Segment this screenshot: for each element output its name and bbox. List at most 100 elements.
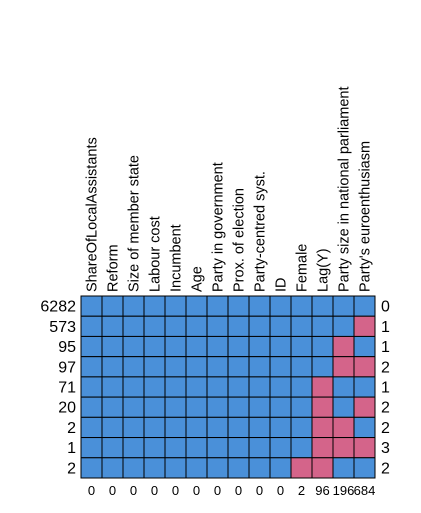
cell-observed [143, 315, 166, 337]
cell-observed [122, 396, 145, 418]
row-count-label: 573 [49, 319, 76, 336]
column-label-party-s-euroenthusiasm: Party's euroenthusiasm [358, 141, 374, 292]
row-count-label: 2 [67, 420, 76, 437]
cell-missing [311, 396, 334, 418]
cell-observed [80, 335, 103, 358]
cell-observed [248, 295, 271, 317]
cell-observed [227, 416, 250, 439]
column-missing-count-label: 196 [333, 483, 355, 498]
row-missing-count-label: 2 [381, 420, 390, 437]
cell-observed [290, 295, 313, 317]
column-label-id: ID [274, 278, 290, 293]
cell-observed [248, 396, 271, 418]
cell-observed [269, 396, 292, 418]
cell-observed [164, 295, 187, 317]
cell-observed [206, 376, 229, 398]
cell-observed [311, 335, 334, 358]
cell-observed [227, 437, 250, 459]
cell-observed [101, 437, 124, 459]
column-label-age: Age [190, 266, 206, 292]
cell-missing [332, 335, 355, 358]
cell-observed [353, 335, 376, 358]
cell-observed [185, 437, 208, 459]
cell-observed [164, 356, 187, 378]
cell-observed [122, 437, 145, 459]
column-missing-count-labels: 0 0 0 0 0 0 0 0 0 0 2 96 196 684 [88, 483, 375, 498]
cell-observed [227, 396, 250, 418]
row-missing-count-label: 2 [381, 460, 390, 477]
cell-observed [290, 315, 313, 337]
cell-observed [164, 396, 187, 418]
row-missing-count-label: 1 [381, 339, 390, 356]
cell-observed [332, 315, 355, 337]
row-count-label: 20 [58, 400, 76, 417]
cell-observed [164, 457, 187, 479]
cell-observed [101, 295, 124, 317]
column-label-incumbent: Incumbent [169, 224, 185, 292]
column-missing-count-label: 0 [235, 483, 242, 498]
cell-observed [143, 295, 166, 317]
cell-observed [143, 416, 166, 439]
column-missing-count-label: 0 [193, 483, 200, 498]
cell-observed [353, 376, 376, 398]
cell-observed [269, 457, 292, 479]
row-count-label: 71 [58, 380, 76, 397]
cell-observed [248, 356, 271, 378]
cell-observed [269, 335, 292, 358]
cell-observed [80, 356, 103, 378]
cell-observed [185, 396, 208, 418]
cell-missing [353, 315, 376, 337]
cell-observed [269, 295, 292, 317]
cell-observed [311, 356, 334, 378]
cell-observed [143, 335, 166, 358]
column-missing-count-label: 0 [130, 483, 137, 498]
cell-observed [227, 295, 250, 317]
cell-observed [185, 356, 208, 378]
cell-observed [80, 396, 103, 418]
cell-observed [227, 376, 250, 398]
cell-observed [332, 457, 355, 479]
cell-observed [227, 335, 250, 358]
cell-observed [206, 335, 229, 358]
cell-observed [353, 416, 376, 439]
row-count-label: 6282 [40, 299, 76, 316]
cell-observed [80, 416, 103, 439]
cell-observed [290, 376, 313, 398]
cell-observed [248, 457, 271, 479]
cell-observed [101, 396, 124, 418]
cell-observed [206, 457, 229, 479]
cell-observed [185, 295, 208, 317]
cell-observed [269, 376, 292, 398]
cell-observed [164, 416, 187, 439]
row-missing-count-label: 2 [381, 400, 390, 417]
cell-observed [143, 457, 166, 479]
cell-observed [206, 437, 229, 459]
cell-observed [101, 315, 124, 337]
cell-observed [164, 376, 187, 398]
cell-observed [80, 437, 103, 459]
cell-missing [353, 396, 376, 418]
cell-observed [248, 315, 271, 337]
column-missing-count-label: 0 [88, 483, 95, 498]
cell-observed [248, 335, 271, 358]
cell-missing [311, 376, 334, 398]
cell-observed [332, 376, 355, 398]
cell-missing [332, 416, 355, 439]
cell-observed [101, 376, 124, 398]
column-label-party-centred-syst: Party-centred syst. [253, 171, 269, 292]
cell-observed [122, 335, 145, 358]
cell-observed [122, 315, 145, 337]
cell-observed [206, 315, 229, 337]
column-missing-count-label: 0 [151, 483, 158, 498]
column-label-lag-y: Lag(Y) [316, 248, 332, 292]
cell-observed [206, 396, 229, 418]
cell-observed [80, 315, 103, 337]
cell-observed [269, 356, 292, 378]
cell-observed [101, 416, 124, 439]
column-label-size-of-member-state: Size of member state [127, 155, 143, 292]
cell-observed [80, 376, 103, 398]
cell-observed [185, 457, 208, 479]
cell-observed [248, 416, 271, 439]
cell-observed [164, 315, 187, 337]
